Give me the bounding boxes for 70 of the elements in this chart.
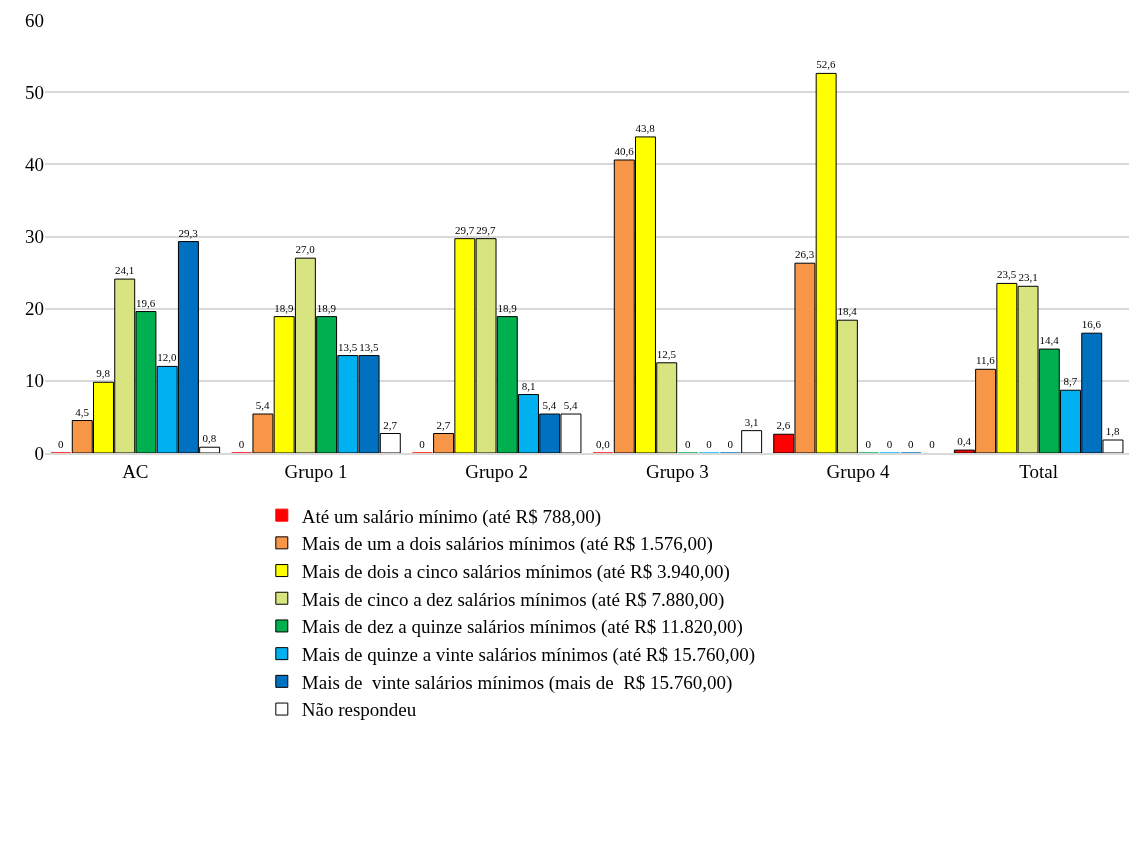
data-label: 0 (684, 438, 691, 450)
data-label: 26,3 (795, 248, 815, 261)
data-label: 13,5 (337, 340, 358, 353)
y-tick-label: 50 (25, 81, 44, 103)
legend-label: Mais de dez a quinze salários mínimos (até R$ 11.820,00) (301, 616, 743, 639)
x-tick-label: Grupo 4 (826, 460, 890, 482)
data-label: 0 (865, 438, 872, 450)
data-label: 0 (419, 438, 426, 450)
data-label: 12,5 (656, 347, 677, 360)
legend-label: Até um salário mínimo (até R$ 788,00) (301, 505, 601, 528)
data-label: 8,7 (1063, 375, 1078, 388)
legend-label: Mais de cinco a dez salários mínimos (até R$ 7.880,00) (301, 588, 725, 611)
data-label: 5,4 (255, 399, 271, 412)
legend-label: Mais de dois a cinco salários mínimos (até R$ 3.940,00) (301, 560, 730, 583)
data-label: 0 (238, 438, 245, 450)
data-label: 40,6 (614, 145, 635, 157)
legend-label: Mais de vinte salários mínimos (mais de R$ 15.760,00) (301, 671, 733, 694)
data-label: 24,1 (115, 264, 135, 277)
data-label: 5,4 (563, 399, 579, 412)
data-label: 29,7 (476, 223, 496, 236)
data-label: 18,4 (837, 305, 858, 318)
x-tick-label: AC (122, 460, 149, 482)
data-label: 0 (58, 438, 65, 450)
data-label: 2,6 (776, 419, 791, 432)
data-label: 18,9 (497, 301, 518, 314)
data-label: 29,3 (178, 226, 199, 239)
bar (741, 430, 763, 453)
data-label: 19,6 (136, 296, 156, 309)
y-tick-label: 20 (25, 298, 44, 320)
data-label: 1,8 (1105, 425, 1121, 438)
x-tick-label: Grupo 2 (465, 460, 529, 482)
data-label: 2,7 (436, 418, 451, 431)
data-label: 0,8 (202, 432, 217, 445)
data-label: 0 (706, 438, 713, 450)
data-label: 23,1 (1018, 271, 1038, 284)
data-label: 16,6 (1081, 318, 1102, 331)
data-label: 52,6 (816, 58, 837, 71)
data-label: 0,4 (957, 435, 972, 448)
data-label: 12,0 (157, 351, 178, 364)
x-tick-label: Grupo 3 (645, 460, 709, 482)
data-label: 0,0 (595, 438, 611, 450)
data-label: 27,0 (295, 243, 316, 256)
data-label: 5,4 (542, 399, 557, 412)
data-label: 8,1 (521, 379, 536, 392)
data-label: 0 (886, 438, 893, 450)
legend-label: Mais de quinze a vinte salários mínimos (até R$ 15.760,00) (301, 644, 756, 667)
data-label: 23,5 (996, 268, 1017, 281)
data-label: 4,5 (75, 405, 90, 418)
data-label: 11,6 (975, 354, 996, 367)
data-label: 14,4 (1039, 334, 1060, 347)
data-label: 18,9 (274, 301, 295, 314)
data-label: 9,8 (96, 367, 111, 380)
data-label: 13,5 (359, 340, 379, 353)
y-tick-label: 0 (34, 442, 44, 464)
data-label: 0 (929, 438, 936, 450)
data-label: 3,1 (744, 415, 759, 428)
y-tick-label: 10 (25, 370, 44, 392)
data-label: 0 (908, 438, 915, 450)
legend-label: Mais de um a dois salários mínimos (até R$ 1.576,00) (301, 533, 713, 556)
data-label: 2,7 (383, 418, 398, 431)
legend-label: Não respondeu (301, 699, 417, 721)
data-label: 18,9 (316, 301, 337, 314)
x-tick-label: Grupo 1 (284, 460, 348, 482)
y-tick-label: 60 (25, 9, 44, 31)
data-label: 29,7 (454, 223, 475, 236)
data-label: 43,8 (635, 121, 656, 134)
y-tick-label: 40 (25, 153, 44, 175)
y-tick-label: 30 (25, 226, 44, 248)
data-label: 0 (727, 438, 734, 450)
x-tick-label: Total (1019, 460, 1059, 482)
